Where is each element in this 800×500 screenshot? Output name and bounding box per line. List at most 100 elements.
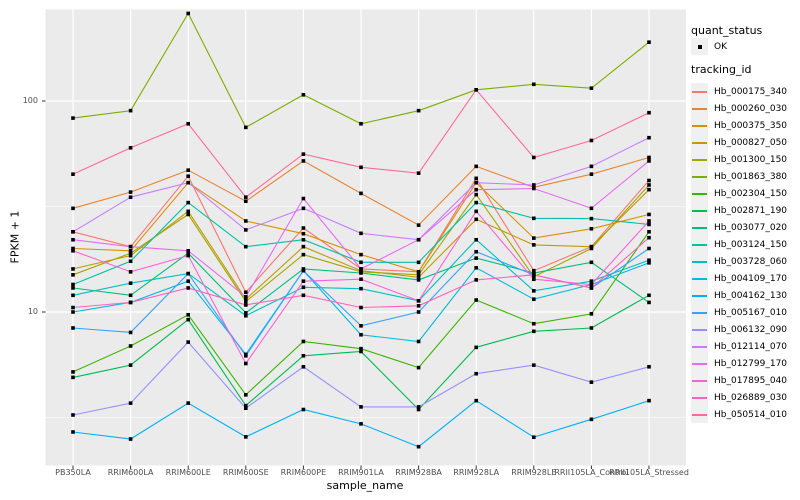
series-color-swatch [692, 243, 707, 246]
legend-item-Hb_000260_030: Hb_000260_030 [691, 100, 799, 117]
data-point [532, 329, 536, 334]
data-point [186, 180, 190, 185]
data-point [71, 282, 75, 287]
data-point [474, 180, 478, 185]
legend-item-Hb_006132_090: Hb_006132_090 [691, 321, 799, 338]
x-tick-label: RRIM928LA [453, 468, 500, 477]
data-point [359, 252, 363, 257]
data-point [128, 293, 133, 298]
data-point [589, 417, 594, 422]
data-point [71, 249, 75, 253]
series-color-swatch [692, 277, 707, 280]
data-point [589, 260, 594, 265]
data-point [186, 200, 190, 205]
legend-key-line [691, 338, 708, 355]
legend-key-line [691, 151, 708, 168]
data-point [532, 183, 536, 187]
data-point [244, 297, 248, 301]
data-point [186, 251, 190, 255]
data-point [128, 195, 133, 200]
data-point [647, 235, 651, 240]
x-tick-label: RRIM600LA [107, 468, 154, 477]
legend-item-ok: OK [691, 38, 799, 55]
data-point [128, 259, 133, 264]
legend-item-label: Hb_026889_030 [714, 392, 788, 403]
data-point [416, 407, 421, 412]
data-point [416, 275, 421, 280]
data-point [128, 300, 133, 305]
legend-item-Hb_012114_070: Hb_012114_070 [691, 338, 799, 355]
point-marker-icon [697, 44, 702, 49]
data-point [301, 285, 306, 290]
data-point [128, 146, 133, 150]
data-point [128, 251, 133, 255]
legend-key-line [691, 321, 708, 338]
legend-item-label: Hb_000375_350 [714, 120, 788, 131]
series-color-swatch [692, 345, 707, 348]
data-point [532, 363, 536, 367]
x-tick-label: RRIM600PE [280, 468, 327, 477]
data-point [416, 273, 421, 277]
legend-item-Hb_004109_170: Hb_004109_170 [691, 270, 799, 287]
data-point [301, 339, 306, 344]
legend-item-label: Hb_001863_380 [714, 171, 788, 182]
legend-item-label: Hb_006132_090 [714, 324, 788, 335]
legend-key-line [691, 406, 708, 423]
legend-item-label: Hb_050514_010 [714, 409, 788, 420]
data-point [359, 286, 363, 291]
data-point [301, 293, 306, 298]
data-point [128, 330, 133, 335]
legend-item-Hb_017895_040: Hb_017895_040 [691, 372, 799, 389]
data-point [474, 187, 478, 192]
data-point [301, 244, 306, 249]
legend-key-point [691, 38, 708, 55]
series-color-swatch [692, 141, 707, 144]
legend-tracking-items: Hb_000175_340 Hb_000260_030 Hb_000375_350 H… [691, 83, 799, 423]
data-point [244, 219, 248, 223]
legend-key-line [691, 134, 708, 151]
data-point [71, 267, 75, 271]
data-point [128, 437, 133, 441]
data-point [474, 192, 478, 197]
data-point [416, 339, 421, 344]
data-point [416, 108, 421, 113]
data-point [647, 135, 651, 140]
data-point [244, 311, 248, 315]
legend-key-line [691, 168, 708, 185]
data-point [301, 226, 306, 230]
legend-key-line [691, 304, 708, 321]
data-point [474, 176, 478, 181]
data-point [359, 332, 363, 337]
legend-key-line [691, 355, 708, 372]
data-point [589, 172, 594, 176]
data-point [532, 155, 536, 160]
data-point [301, 252, 306, 257]
data-point [301, 159, 306, 163]
series-color-swatch [692, 158, 707, 161]
data-point [244, 435, 248, 439]
data-point [186, 271, 190, 276]
data-point [186, 279, 190, 283]
data-point [186, 317, 190, 322]
data-point [647, 187, 651, 192]
data-point [244, 244, 248, 249]
legend-item-label: Hb_002871_190 [714, 205, 788, 216]
legend-key-line [691, 253, 708, 270]
data-point [647, 222, 651, 227]
data-point [359, 267, 363, 271]
legend-item-label: OK [714, 41, 727, 52]
panel-background [45, 9, 686, 466]
data-point [589, 86, 594, 90]
data-point [647, 183, 651, 187]
legend-item-Hb_002871_190: Hb_002871_190 [691, 202, 799, 219]
legend-item-label: Hb_017895_040 [714, 375, 788, 386]
series-color-swatch [692, 328, 707, 331]
legend-item-Hb_003077_020: Hb_003077_020 [691, 219, 799, 236]
legend: quant_status OK tracking_id Hb_000175_34… [691, 24, 799, 423]
data-point [359, 277, 363, 282]
legend-item-label: Hb_003077_020 [714, 222, 788, 233]
legend-key-line [691, 219, 708, 236]
legend-item-Hb_000375_350: Hb_000375_350 [691, 117, 799, 134]
data-point [244, 199, 248, 204]
